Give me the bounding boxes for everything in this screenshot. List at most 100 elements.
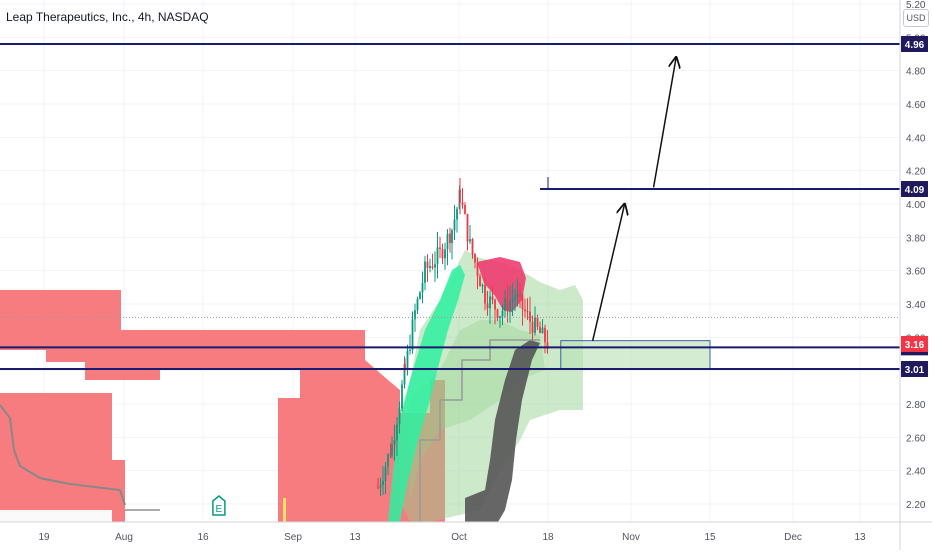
indicator-clouds [0, 250, 583, 522]
price-tick-label: 4.00 [906, 200, 926, 211]
candle-body [451, 230, 453, 244]
candle-body [471, 239, 474, 255]
last-price-text: 3.16 [905, 340, 925, 351]
price-tick-label: 2.20 [906, 500, 926, 511]
candle-body [406, 350, 409, 370]
time-axis: 19 Aug 16 Sep 13 Oct 18 Nov 15 Dec 13 [38, 532, 866, 543]
candle-body [516, 294, 519, 298]
candle-body [431, 266, 434, 268]
candle-body [456, 208, 458, 220]
price-tick-label: 3.40 [906, 300, 926, 311]
level-label-text: 3.01 [905, 365, 925, 376]
candle-body [484, 284, 486, 304]
candle-body [534, 317, 536, 333]
magenta-cloud [477, 257, 526, 312]
price-tick-label: 4.60 [906, 100, 926, 111]
price-tick-label: 5.20 [906, 0, 926, 11]
event-badge-shape [212, 495, 226, 516]
candle-body [486, 303, 489, 309]
candle-body [382, 480, 384, 486]
dark-cloud [465, 340, 540, 522]
candle-body [461, 202, 464, 205]
candle-body [491, 296, 494, 300]
yellow-marker [283, 498, 286, 522]
candle-body [404, 363, 406, 370]
candle-body [444, 249, 446, 259]
candle-body [546, 342, 549, 349]
candle-body [453, 219, 456, 231]
candle-body [529, 311, 531, 322]
candle-body [506, 298, 509, 312]
candle-body [504, 298, 506, 311]
candle-body [464, 204, 466, 215]
price-tick-label: 2.80 [906, 400, 926, 411]
bright-green-band [388, 265, 465, 522]
candle-body [494, 299, 496, 310]
projection-arrow [591, 204, 625, 341]
candle-body [419, 292, 421, 299]
candle-body [393, 440, 396, 445]
price-tick-label: 2.40 [906, 467, 926, 478]
candle-body [439, 247, 441, 250]
level-label-bg [901, 181, 928, 197]
candle-body [544, 327, 546, 343]
candle-body [474, 254, 476, 263]
candle-body [501, 310, 504, 317]
candle-body [514, 297, 516, 300]
candle-body [469, 239, 471, 242]
candle-body [519, 294, 521, 296]
candle-body [449, 233, 451, 244]
candle-body [434, 264, 436, 268]
time-tick-label: 13 [349, 532, 361, 543]
time-tick-label: 16 [197, 532, 209, 543]
event-marker: E [212, 495, 226, 516]
candle-body [489, 296, 491, 309]
candle-body [426, 261, 429, 268]
candle-body [481, 284, 484, 287]
candle-body [459, 189, 461, 203]
candle-body [384, 466, 387, 481]
candle-body [536, 317, 539, 327]
currency-label[interactable]: USD [903, 9, 929, 27]
candle-body [411, 319, 414, 350]
candle-body [424, 261, 426, 283]
horizontal-levels [0, 43, 900, 370]
candle-body [377, 487, 379, 489]
event-label: E [216, 504, 223, 515]
red-cloud-edge-line [0, 404, 126, 506]
red-cloud-lower-right [278, 398, 390, 522]
candle-body [379, 485, 382, 488]
candle-body [409, 349, 411, 351]
time-tick-label: Dec [784, 532, 802, 543]
candle-body [446, 233, 449, 250]
time-tick-label: Oct [451, 532, 467, 543]
last-price-badge [901, 336, 928, 352]
candles [377, 177, 549, 496]
time-tick-label: 13 [854, 532, 866, 543]
candle-body [526, 311, 529, 313]
candle-body [496, 309, 499, 318]
candle-body [396, 424, 398, 441]
candle-body [387, 454, 389, 467]
price-tick-label: 4.80 [906, 67, 926, 78]
level-label-bg [901, 361, 928, 377]
time-tick-label: 15 [704, 532, 716, 543]
candle-body [416, 298, 419, 311]
price-axis: 5.205.004.804.604.404.204.003.803.603.40… [906, 0, 926, 511]
candle-body [531, 321, 534, 333]
level-label-text: 4.09 [905, 185, 925, 196]
time-tick-label: 18 [542, 532, 554, 543]
candle-body [436, 247, 439, 265]
candle-body [509, 301, 511, 312]
candle-body [541, 327, 544, 334]
time-tick-label: 19 [38, 532, 50, 543]
time-tick-label: Sep [284, 532, 302, 543]
candle-body [398, 408, 401, 425]
red-cloud-lower-left [0, 393, 125, 522]
level-label-bg [901, 36, 928, 52]
level-label-text: 4.96 [905, 40, 925, 51]
candle-body [511, 299, 514, 302]
candle-body [401, 384, 403, 409]
candle-body [479, 276, 481, 287]
